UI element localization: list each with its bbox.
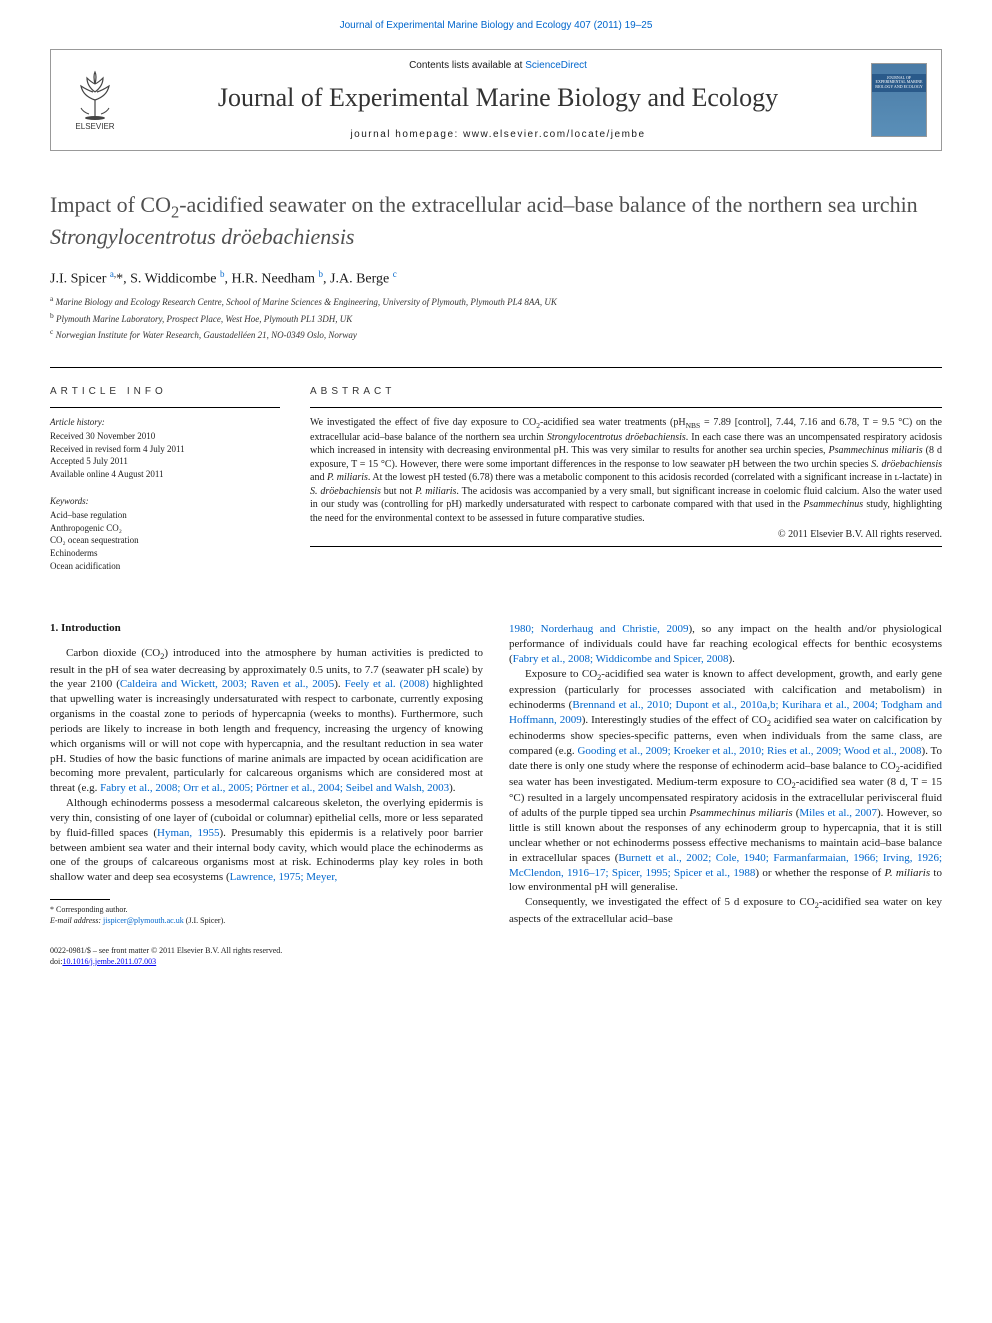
email-suffix: (J.I. Spicer).	[184, 916, 226, 925]
affiliation-a: Marine Biology and Ecology Research Cent…	[56, 297, 557, 307]
introduction-section: 1. Introduction Carbon dioxide (CO2) int…	[50, 622, 942, 926]
journal-citation-link[interactable]: Journal of Experimental Marine Biology a…	[50, 20, 942, 31]
authors-line: J.I. Spicer a,*, S. Widdicombe b, H.R. N…	[50, 269, 942, 288]
history-revised: Received in revised form 4 July 2011	[50, 443, 280, 456]
abstract-col: ABSTRACT We investigated the effect of f…	[310, 372, 942, 587]
article-info-col: ARTICLE INFO Article history: Received 3…	[50, 372, 280, 587]
info-abstract-row: ARTICLE INFO Article history: Received 3…	[50, 372, 942, 587]
cover-text: JOURNAL OF EXPERIMENTAL MARINE BIOLOGY A…	[874, 76, 924, 89]
abstract-copyright: © 2011 Elsevier B.V. All rights reserved…	[310, 529, 942, 540]
keyword-2: CO₂ ocean sequestration	[50, 534, 280, 547]
elsevier-tree-icon	[73, 70, 117, 120]
journal-cover-thumbnail: JOURNAL OF EXPERIMENTAL MARINE BIOLOGY A…	[871, 63, 927, 137]
contents-prefix: Contents lists available at	[409, 60, 525, 71]
divider-abstract-bottom	[310, 546, 942, 547]
affiliation-c: Norwegian Institute for Water Research, …	[56, 330, 357, 340]
issn-line: 0022-0981/$ – see front matter © 2011 El…	[50, 945, 942, 956]
intro-p5: Consequently, we investigated the effect…	[509, 895, 942, 926]
email-label: E-mail address:	[50, 916, 103, 925]
homepage-line: journal homepage: www.elsevier.com/locat…	[125, 129, 871, 140]
intro-p4: Exposure to CO2-acidified sea water is k…	[509, 667, 942, 896]
intro-p2: Although echinoderms possess a mesoderma…	[50, 796, 483, 885]
elsevier-logo: ELSEVIER	[65, 65, 125, 135]
keyword-0: Acid–base regulation	[50, 509, 280, 522]
doi-link[interactable]: 10.1016/j.jembe.2011.07.003	[62, 957, 156, 966]
divider-top	[50, 367, 942, 368]
abstract-header: ABSTRACT	[310, 386, 942, 397]
abstract-text: We investigated the effect of five day e…	[310, 416, 942, 526]
keywords-label: Keywords:	[50, 495, 280, 508]
divider-abstract	[310, 407, 942, 408]
keyword-4: Ocean acidification	[50, 560, 280, 573]
history-online: Available online 4 August 2011	[50, 468, 280, 481]
intro-heading: 1. Introduction	[50, 622, 483, 634]
sciencedirect-link[interactable]: ScienceDirect	[525, 60, 587, 71]
footnote-corresponding: * Corresponding author.	[50, 904, 483, 915]
footnote-email: E-mail address: jispicer@plymouth.ac.uk …	[50, 915, 483, 926]
divider-info	[50, 407, 280, 408]
doi-label: doi:	[50, 957, 62, 966]
article-info-header: ARTICLE INFO	[50, 386, 280, 397]
homepage-prefix: journal homepage:	[350, 129, 463, 140]
history-accepted: Accepted 5 July 2011	[50, 455, 280, 468]
keyword-1: Anthropogenic CO₂	[50, 522, 280, 535]
intro-p3: 1980; Norderhaug and Christie, 2009), so…	[509, 622, 942, 667]
article-history-label: Article history:	[50, 416, 280, 429]
intro-p1: Carbon dioxide (CO2) introduced into the…	[50, 646, 483, 796]
article-title: Impact of CO2-acidified seawater on the …	[50, 191, 942, 251]
history-received: Received 30 November 2010	[50, 430, 280, 443]
page-footer: 0022-0981/$ – see front matter © 2011 El…	[50, 945, 942, 967]
homepage-link[interactable]: www.elsevier.com/locate/jembe	[463, 129, 645, 140]
header-center: Contents lists available at ScienceDirec…	[125, 60, 871, 140]
affiliations: a Marine Biology and Ecology Research Ce…	[50, 293, 942, 343]
contents-list-line: Contents lists available at ScienceDirec…	[125, 60, 871, 71]
journal-name: Journal of Experimental Marine Biology a…	[125, 83, 871, 113]
email-link[interactable]: jispicer@plymouth.ac.uk	[103, 916, 184, 925]
elsevier-label: ELSEVIER	[75, 122, 114, 131]
journal-header: ELSEVIER Contents lists available at Sci…	[50, 49, 942, 151]
keyword-3: Echinoderms	[50, 547, 280, 560]
footnote-rule	[50, 899, 110, 900]
affiliation-b: Plymouth Marine Laboratory, Prospect Pla…	[56, 314, 352, 324]
